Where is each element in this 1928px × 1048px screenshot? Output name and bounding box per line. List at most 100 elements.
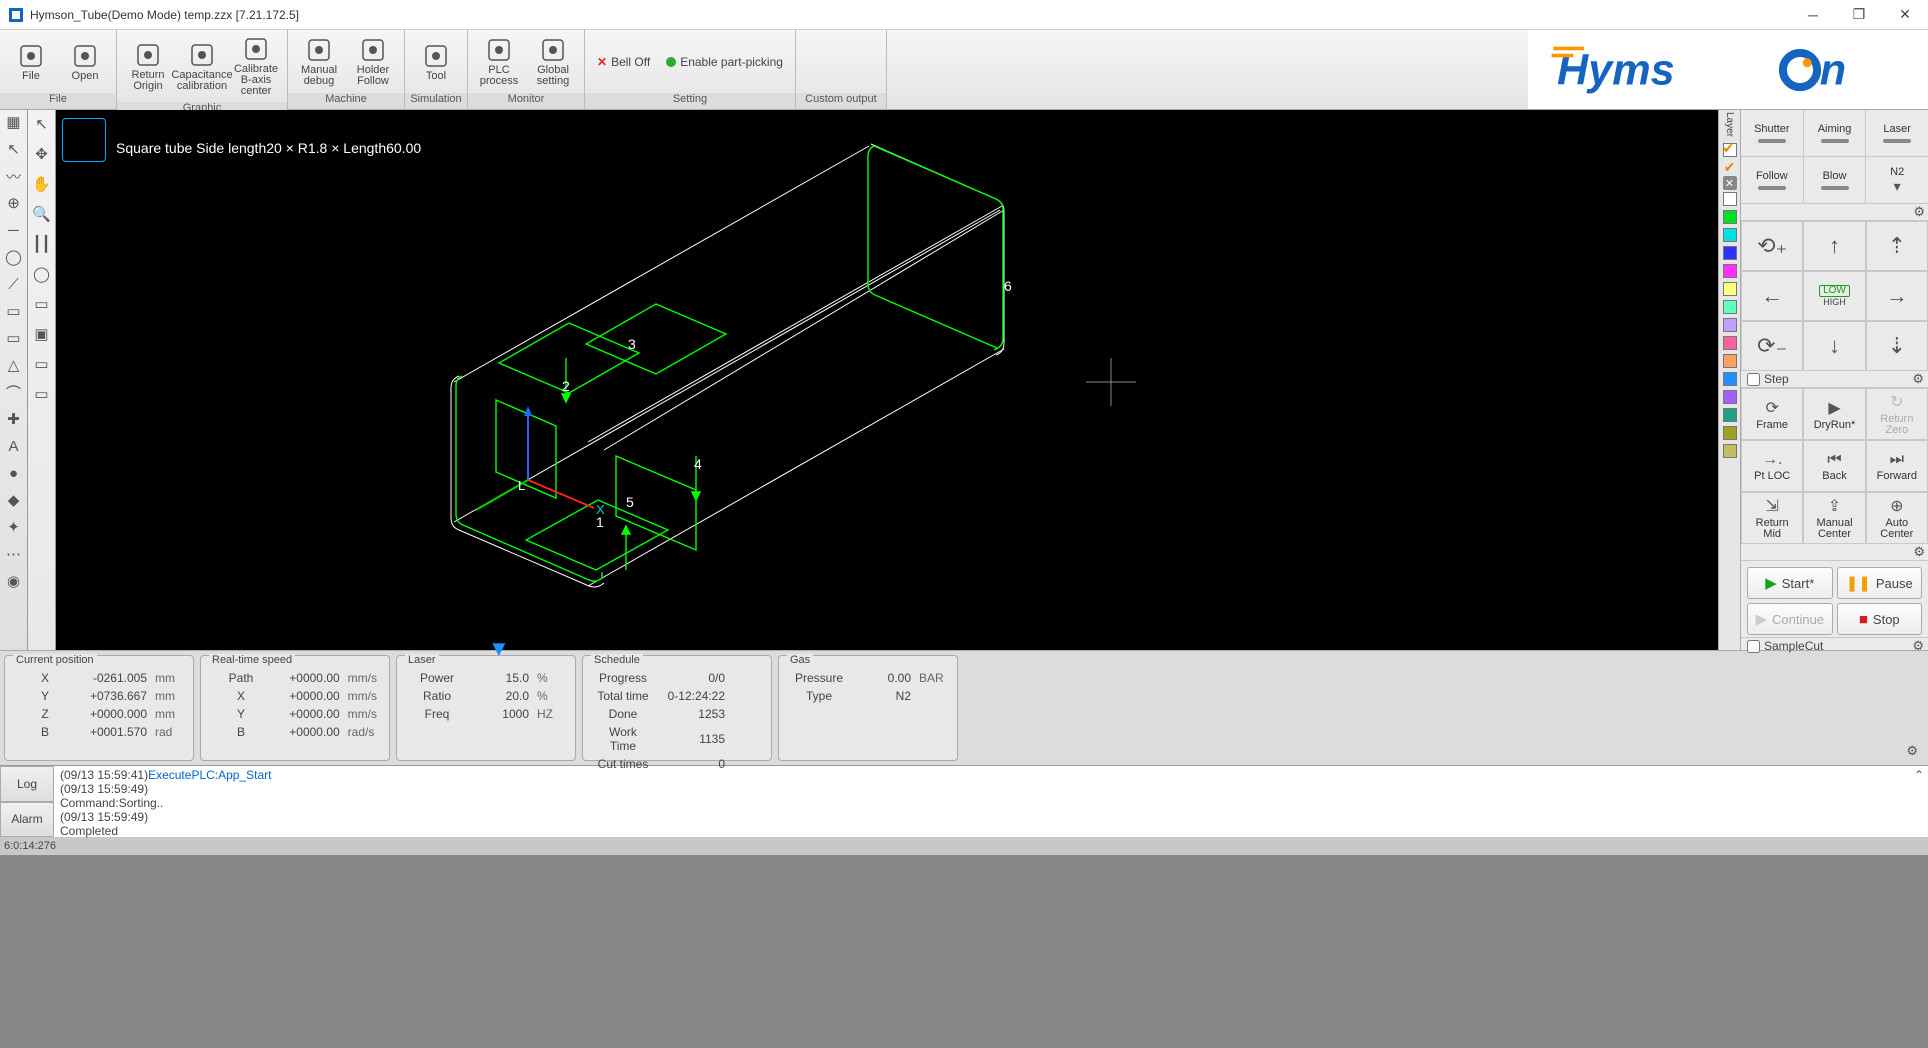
layer-swatch-0[interactable] [1723, 192, 1737, 206]
tool-10[interactable]: ⌒ [4, 382, 24, 402]
n2-toggle[interactable]: N2▾ [1866, 157, 1928, 203]
view-tool-7[interactable]: ▣ [32, 324, 52, 344]
view-tool-2[interactable]: ✋ [32, 174, 52, 194]
layer-swatch-5[interactable] [1723, 282, 1737, 296]
gear-icon[interactable]: ⚙ [1912, 638, 1924, 654]
layer-swatch-3[interactable] [1723, 246, 1737, 260]
view-tool-4[interactable]: ┃┃ [32, 234, 52, 254]
tool-15[interactable]: ✦ [4, 517, 24, 537]
calibrate-b-axis-center-button[interactable]: Calibrate B-axis center [229, 32, 283, 100]
close-button[interactable]: ✕ [1882, 0, 1928, 30]
gear-icon[interactable]: ⚙ [1912, 371, 1924, 387]
start-button[interactable]: ▶Start* [1747, 567, 1833, 599]
tool-3[interactable]: ⊕ [4, 193, 24, 213]
tool-6[interactable]: ⟋ [4, 274, 24, 294]
tool-13[interactable]: ● [4, 463, 24, 483]
tool-button[interactable]: Tool [409, 39, 463, 85]
tool-12[interactable]: A [4, 436, 24, 456]
return-origin-button[interactable]: Return Origin [121, 38, 175, 95]
layer-close[interactable]: ✕ [1723, 176, 1737, 190]
layer-swatch-13[interactable] [1723, 426, 1737, 440]
layer-check[interactable]: ✔ [1723, 143, 1737, 157]
layer-swatch-2[interactable] [1723, 228, 1737, 242]
plc-process-button[interactable]: PLC process [472, 33, 526, 90]
tool-14[interactable]: ◆ [4, 490, 24, 510]
samplecut-checkbox[interactable] [1747, 640, 1760, 653]
blow-toggle[interactable]: Blow [1804, 157, 1867, 203]
holder-follow-button[interactable]: Holder Follow [346, 33, 400, 90]
tool-4[interactable]: ─ [4, 220, 24, 240]
aiming-toggle[interactable]: Aiming [1804, 110, 1867, 156]
layer-swatch-6[interactable] [1723, 300, 1737, 314]
maximize-button[interactable]: ❐ [1836, 0, 1882, 30]
file-button[interactable]: File [4, 39, 58, 85]
bell-off-toggle[interactable]: ✕Bell Off [589, 55, 658, 69]
enable-part-picking-toggle[interactable]: Enable part-picking [658, 55, 791, 69]
global-setting-button[interactable]: Global setting [526, 33, 580, 90]
pause-button[interactable]: ❚❚Pause [1837, 567, 1923, 599]
tool-17[interactable]: ◉ [4, 571, 24, 591]
jog-speed-toggle[interactable]: LOW HIGH [1803, 271, 1865, 321]
back-button[interactable]: ⏮Back [1803, 440, 1865, 492]
jog-rotate-cw[interactable]: ⟳₋ [1741, 321, 1803, 371]
manual-debug-button[interactable]: Manual debug [292, 33, 346, 90]
layer-swatch-12[interactable] [1723, 408, 1737, 422]
tool-16[interactable]: ⋯ [4, 544, 24, 564]
stop-button[interactable]: ■Stop [1837, 603, 1923, 635]
gear-icon[interactable]: ⚙ [1906, 743, 1918, 759]
alarm-tab[interactable]: Alarm [0, 802, 54, 838]
plc-icon [485, 36, 513, 64]
tool-1[interactable]: ↖ [4, 139, 24, 159]
jog-up[interactable]: ↑ [1803, 221, 1865, 271]
tool-11[interactable]: ✚ [4, 409, 24, 429]
layer-swatch-14[interactable] [1723, 444, 1737, 458]
layer-swatch-7[interactable] [1723, 318, 1737, 332]
auto-center-button[interactable]: ⊕Auto Center [1866, 492, 1928, 544]
layer-check-2[interactable]: ✔ [1724, 159, 1736, 176]
frame-button[interactable]: ⟳Frame [1741, 388, 1803, 440]
canvas[interactable]: Square tube Side length20 × R1.8 × Lengt… [56, 110, 1718, 650]
shutter-toggle[interactable]: Shutter [1741, 110, 1804, 156]
view-tool-5[interactable]: ◯ [32, 264, 52, 284]
gear-icon[interactable]: ⚙ [1913, 544, 1925, 560]
return-mid-button[interactable]: ⇲Return Mid [1741, 492, 1803, 544]
jog-rotate-ccw[interactable]: ⟲₊ [1741, 221, 1803, 271]
manual-center-button[interactable]: ⇪Manual Center [1803, 492, 1865, 544]
minimize-button[interactable]: ─ [1790, 0, 1836, 30]
layer-swatch-8[interactable] [1723, 336, 1737, 350]
layer-swatch-4[interactable] [1723, 264, 1737, 278]
jog-left[interactable]: ← [1741, 271, 1803, 321]
laser-toggle[interactable]: Laser [1866, 110, 1928, 156]
view-tool-3[interactable]: 🔍 [32, 204, 52, 224]
tool-9[interactable]: △ [4, 355, 24, 375]
scroll-up-icon[interactable]: ⌃ [1914, 768, 1924, 782]
tool-7[interactable]: ▭ [4, 301, 24, 321]
pt-loc-button[interactable]: →.Pt LOC [1741, 440, 1803, 492]
view-tool-6[interactable]: ▭ [32, 294, 52, 314]
continue-button[interactable]: ▶Continue [1747, 603, 1833, 635]
tool-0[interactable]: ▦ [4, 112, 24, 132]
tool-8[interactable]: ▭ [4, 328, 24, 348]
tool-2[interactable]: 〰 [4, 166, 24, 186]
layer-swatch-1[interactable] [1723, 210, 1737, 224]
jog-z-up[interactable]: ⇡ [1866, 221, 1928, 271]
view-tool-0[interactable]: ↖ [32, 114, 52, 134]
follow-toggle[interactable]: Follow [1741, 157, 1804, 203]
gear-icon[interactable]: ⚙ [1913, 204, 1925, 220]
view-tool-9[interactable]: ▭ [32, 384, 52, 404]
view-tool-8[interactable]: ▭ [32, 354, 52, 374]
view-tool-1[interactable]: ✥ [32, 144, 52, 164]
step-checkbox[interactable] [1747, 373, 1760, 386]
forward-button[interactable]: ⏭Forward [1866, 440, 1928, 492]
capacitance-calibration-button[interactable]: Capacitance calibration [175, 38, 229, 95]
jog-down[interactable]: ↓ [1803, 321, 1865, 371]
log-tab[interactable]: Log [0, 766, 54, 802]
jog-z-down[interactable]: ⇣ [1866, 321, 1928, 371]
layer-swatch-11[interactable] [1723, 390, 1737, 404]
tool-5[interactable]: ◯ [4, 247, 24, 267]
jog-right[interactable]: → [1866, 271, 1928, 321]
layer-swatch-9[interactable] [1723, 354, 1737, 368]
open-button[interactable]: Open [58, 39, 112, 85]
layer-swatch-10[interactable] [1723, 372, 1737, 386]
dryrun--button[interactable]: ▶DryRun* [1803, 388, 1865, 440]
